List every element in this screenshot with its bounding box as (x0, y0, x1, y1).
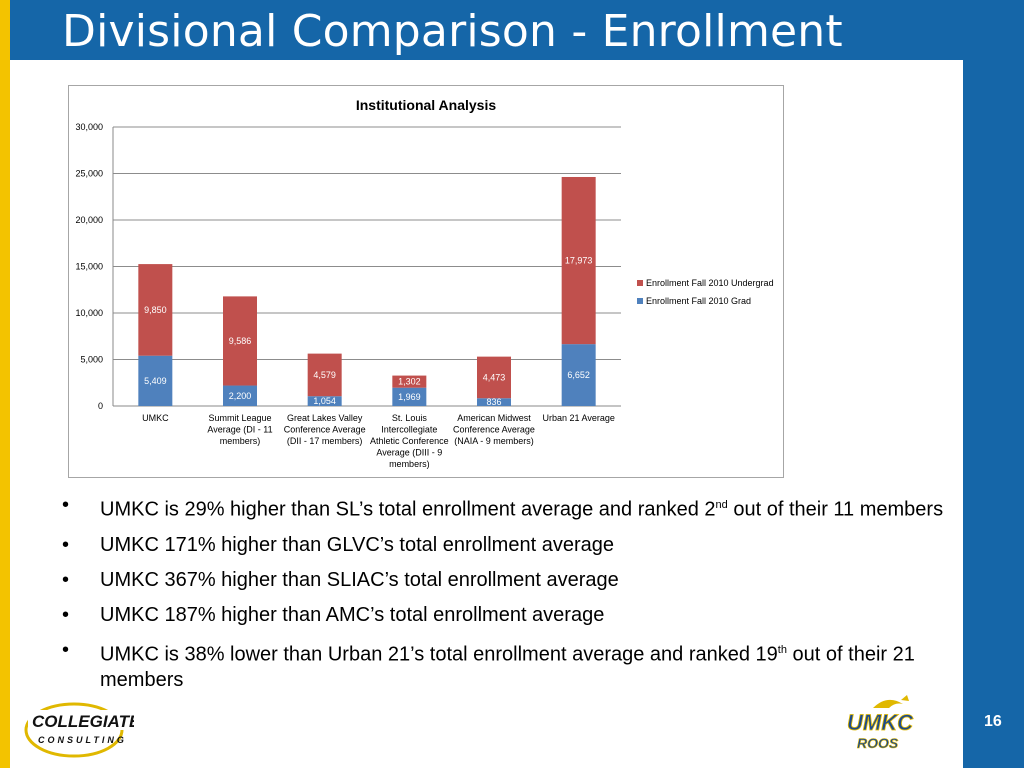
grad-bar (223, 385, 257, 406)
svg-text:COLLEGIATE: COLLEGIATE (32, 712, 134, 731)
legend-label: Enrollment Fall 2010 Undergrad (646, 278, 774, 288)
svg-text:UMKC: UMKC (847, 710, 914, 735)
bullet-text: UMKC 187% higher than AMC’s total enroll… (100, 603, 605, 626)
category-label: UMKC (142, 413, 169, 423)
category-label: members) (389, 459, 430, 469)
bullet-text: UMKC 367% higher than SLIAC’s total enro… (100, 568, 619, 591)
bullet-superscript: nd (715, 499, 728, 511)
undergrad-bar (223, 296, 257, 386)
bullet-dot: • (62, 494, 70, 516)
legend-swatch (637, 280, 643, 286)
bullet-dot: • (62, 533, 70, 556)
category-label: Urban 21 Average (542, 413, 614, 423)
y-tick-label: 20,000 (75, 215, 103, 225)
bullet-item: • UMKC 171% higher than GLVC’s total enro… (62, 532, 962, 558)
legend-swatch (637, 298, 643, 304)
data-label: 9,850 (144, 305, 167, 315)
y-tick-label: 25,000 (75, 169, 103, 179)
category-label: (DII - 17 members) (287, 436, 363, 446)
bullet-superscript: th (777, 643, 787, 656)
category-label: St. Louis (392, 413, 428, 423)
undergrad-bar (477, 356, 511, 399)
y-tick-label: 0 (98, 401, 103, 411)
grad-bar (561, 344, 596, 406)
slide-title: Divisional Comparison - Enrollment (62, 6, 843, 57)
bullet-item: • UMKC is 29% higher than SL’s total enro… (62, 492, 962, 523)
data-label: 1,302 (398, 377, 421, 387)
undergrad-bar (307, 353, 342, 397)
title-bar (10, 0, 1024, 60)
svg-text:ROOS: ROOS (857, 735, 899, 751)
data-label: 4,473 (483, 372, 506, 382)
category-label: members) (220, 436, 261, 446)
y-tick-label: 5,000 (80, 355, 103, 365)
bullet-item: • UMKC is 38% lower than Urban 21’s total… (62, 637, 962, 694)
grad-bar (138, 355, 173, 406)
svg-text:CONSULTING: CONSULTING (38, 735, 127, 745)
grad-bar (307, 396, 342, 406)
category-label: Intercollegiate (381, 425, 437, 435)
data-label: 4,579 (313, 370, 336, 380)
grad-bar (392, 387, 427, 406)
category-label: Athletic Conference (370, 436, 449, 446)
umkc-roos-logo: UMKC ROOS (847, 695, 915, 751)
y-tick-label: 30,000 (75, 122, 103, 132)
bullet-dot: • (62, 638, 70, 661)
data-label: 836 (486, 397, 501, 407)
category-label: American Midwest (457, 413, 531, 423)
data-label: 17,973 (565, 256, 593, 266)
data-label: 9,586 (229, 336, 252, 346)
data-label: 1,969 (398, 392, 421, 402)
gold-accent-bar (0, 0, 10, 768)
category-label: Summit League (208, 413, 271, 423)
page-number: 16 (984, 713, 1002, 730)
bullet-item: • UMKC 187% higher than AMC’s total enrol… (62, 602, 962, 628)
data-label: 6,652 (567, 370, 590, 380)
category-label: Great Lakes Valley (287, 413, 363, 423)
category-label: Average (DI - 11 (207, 425, 272, 435)
category-label: Average (DIII - 9 (376, 448, 442, 458)
bullet-dot: • (62, 603, 70, 626)
data-label: 5,409 (144, 376, 167, 386)
data-label: 2,200 (229, 391, 252, 401)
bullet-list: • UMKC is 29% higher than SL’s total enro… (62, 492, 962, 702)
undergrad-bar (561, 176, 596, 345)
bullet-text-tail: out of their 11 members (727, 498, 944, 521)
bullet-item: • UMKC 367% higher than SLIAC’s total enr… (62, 567, 962, 593)
chart-container: Institutional Analysis 0 5,000 10,000 15,000… (68, 85, 784, 478)
category-label: Conference Average (453, 425, 535, 435)
category-label: (NAIA - 9 members) (454, 436, 534, 446)
y-tick-label: 15,000 (75, 262, 103, 272)
legend-label: Enrollment Fall 2010 Grad (646, 296, 751, 306)
bullet-dot: • (62, 568, 70, 591)
undergrad-bar (392, 375, 427, 388)
bullet-text-tail: out of their 21 members (100, 643, 915, 692)
collegiate-consulting-logo: COLLEGIATE CONSULTING (24, 702, 134, 758)
data-label: 1,054 (313, 396, 336, 406)
bullet-text: UMKC is 29% higher than SL’s total enrol… (100, 498, 716, 521)
grad-bar (477, 398, 511, 406)
category-label: Conference Average (284, 425, 366, 435)
bullet-text: UMKC is 38% lower than Urban 21’s total … (100, 643, 778, 666)
undergrad-bar (138, 264, 173, 356)
chart-svg: Institutional Analysis 0 5,000 10,000 15,000… (75, 97, 774, 469)
y-tick-label: 10,000 (75, 308, 103, 318)
chart-title: Institutional Analysis (356, 97, 496, 113)
bullet-text: UMKC 171% higher than GLVC’s total enrol… (100, 533, 614, 556)
